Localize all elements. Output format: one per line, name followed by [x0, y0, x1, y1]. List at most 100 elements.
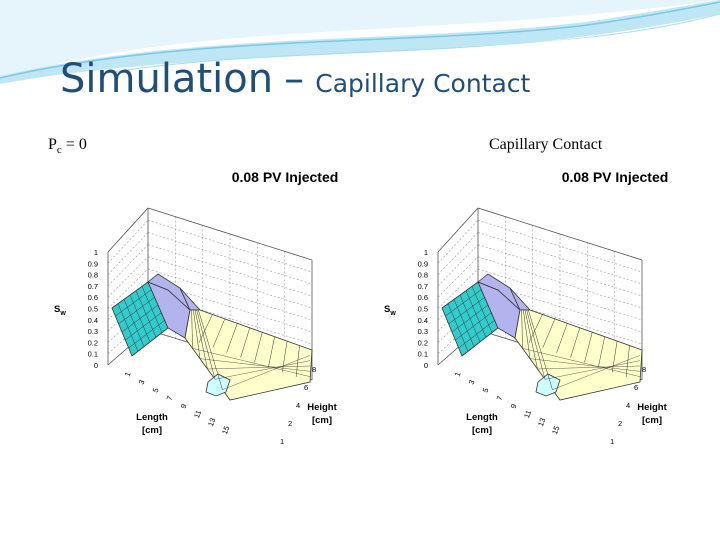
mesh-line	[193, 309, 201, 359]
grid-line-left-wall	[437, 232, 479, 275]
back-top-left	[437, 207, 479, 253]
z-tick-label: 0.8	[88, 271, 98, 280]
z-tick-label: 0.8	[418, 271, 428, 280]
mesh-line	[198, 309, 223, 390]
mesh-line	[542, 318, 556, 348]
back-top-left	[107, 207, 149, 253]
surface-patch-low	[514, 309, 643, 401]
mesh-line	[207, 365, 311, 370]
length-tick-label: 11	[192, 409, 203, 419]
caption-pc-main: P	[48, 136, 57, 153]
length-axis-label: Length	[136, 412, 168, 423]
back-top-right	[147, 207, 313, 261]
surface-mesh	[445, 286, 641, 390]
mesh-line	[552, 355, 641, 390]
back-top-right	[477, 207, 643, 261]
mesh-line	[222, 355, 311, 390]
mesh-line	[611, 341, 618, 373]
slide-title-sub: Capillary Contact	[315, 69, 531, 98]
length-tick-label: 3	[137, 379, 147, 386]
height-tick-label: 2	[288, 419, 292, 428]
mesh-line	[584, 332, 593, 363]
height-axis-unit: [cm]	[312, 415, 332, 426]
height-tick-label: 2	[618, 419, 622, 428]
z-tick-label: 0.9	[88, 259, 98, 268]
z-tick-label: 0.9	[418, 259, 428, 268]
height-tick-label: 4	[626, 401, 630, 410]
surface-plot-right: 0.08 PV Injected 1 0.9 0.8 0.7 0.6 0.5 0.4 0.3 0.…	[370, 160, 680, 450]
slide-title: Simulation – Capillary Contact	[60, 56, 530, 102]
right-panel-caption: Capillary Contact	[489, 136, 603, 153]
plot-title: 0.08 PV Injected	[232, 169, 339, 185]
length-tick-label: 13	[536, 417, 547, 428]
z-axis-label-sub: w	[389, 310, 396, 317]
length-axis-label: Length	[466, 412, 498, 423]
length-tick-label: 9	[179, 403, 189, 410]
grid-line-left-wall	[107, 256, 149, 298]
mesh-line	[281, 341, 288, 373]
z-tick-label: 0	[94, 361, 98, 370]
z-tick-label: 0.4	[88, 316, 98, 325]
mesh-line	[199, 358, 311, 372]
length-axis-unit: [cm]	[472, 425, 492, 436]
height-tick-label: 6	[634, 383, 638, 392]
height-axis-label: Height	[307, 402, 337, 413]
grid-line-left-wall	[107, 268, 149, 309]
mesh-line	[625, 345, 630, 378]
length-tick-label: 5	[481, 387, 491, 394]
mesh-line	[128, 320, 165, 349]
z-tick-label: 0.1	[418, 350, 428, 359]
height-tick-label: 1	[280, 437, 284, 446]
z-tick-label: 0.2	[88, 338, 98, 347]
slide-title-separator: –	[284, 56, 305, 102]
z-axis-label: Sw	[54, 304, 66, 317]
left-panel-caption: Pc = 0	[48, 136, 87, 156]
mesh-line	[522, 348, 641, 377]
z-tick-label: 0.6	[418, 293, 428, 302]
mesh-line	[194, 309, 208, 370]
z-tick-label: 0.3	[418, 327, 428, 336]
length-axis-unit: [cm]	[142, 425, 162, 436]
mesh-line	[523, 309, 531, 359]
z-tick-label: 0.5	[88, 305, 98, 314]
z-tick-label: 0.1	[88, 350, 98, 359]
mesh-line	[191, 309, 193, 349]
z-tick-label: 1	[424, 248, 428, 257]
mesh-line	[240, 327, 251, 358]
mesh-line	[295, 345, 300, 378]
length-tick-label: 15	[550, 425, 561, 436]
mesh-line	[458, 320, 495, 349]
z-tick-label: 0.7	[88, 282, 98, 291]
mesh-line	[214, 360, 311, 380]
mesh-line	[556, 323, 568, 353]
length-tick-label: 7	[495, 395, 505, 402]
grid-line-left-wall	[437, 268, 479, 309]
mesh-line	[254, 332, 263, 363]
mesh-line	[526, 309, 546, 380]
grid-line-left-wall	[107, 232, 149, 275]
length-tick-label: 13	[206, 417, 217, 428]
height-tick-label: 1	[610, 437, 614, 446]
mesh-line	[192, 348, 311, 377]
surface-patch-low	[184, 309, 313, 401]
slide-title-main: Simulation	[60, 56, 274, 102]
length-tick-label: 3	[467, 379, 477, 386]
length-tick-label: 1	[123, 371, 133, 378]
mesh-line	[196, 309, 216, 380]
z-tick-label: 0.4	[418, 316, 428, 325]
surface-plot-svg: 0.08 PV Injected 1 0.9 0.8 0.7 0.6 0.5 0.4 0.3 0.…	[384, 169, 669, 446]
z-tick-label: 0.2	[418, 338, 428, 347]
z-tick-label: 1	[94, 248, 98, 257]
plot-title: 0.08 PV Injected	[562, 169, 669, 185]
length-tick-label: 7	[165, 395, 175, 402]
length-tick-label: 11	[522, 409, 533, 419]
mesh-line	[544, 360, 641, 380]
height-tick-label: 6	[304, 383, 308, 392]
mesh-line	[529, 358, 641, 372]
height-axis-label: Height	[637, 402, 667, 413]
grid-line-left-wall	[437, 219, 479, 264]
height-axis-unit: [cm]	[642, 415, 662, 426]
z-tick-label: 0.7	[418, 282, 428, 291]
grid-line-left-wall	[437, 256, 479, 298]
z-tick-label: 0.3	[88, 327, 98, 336]
